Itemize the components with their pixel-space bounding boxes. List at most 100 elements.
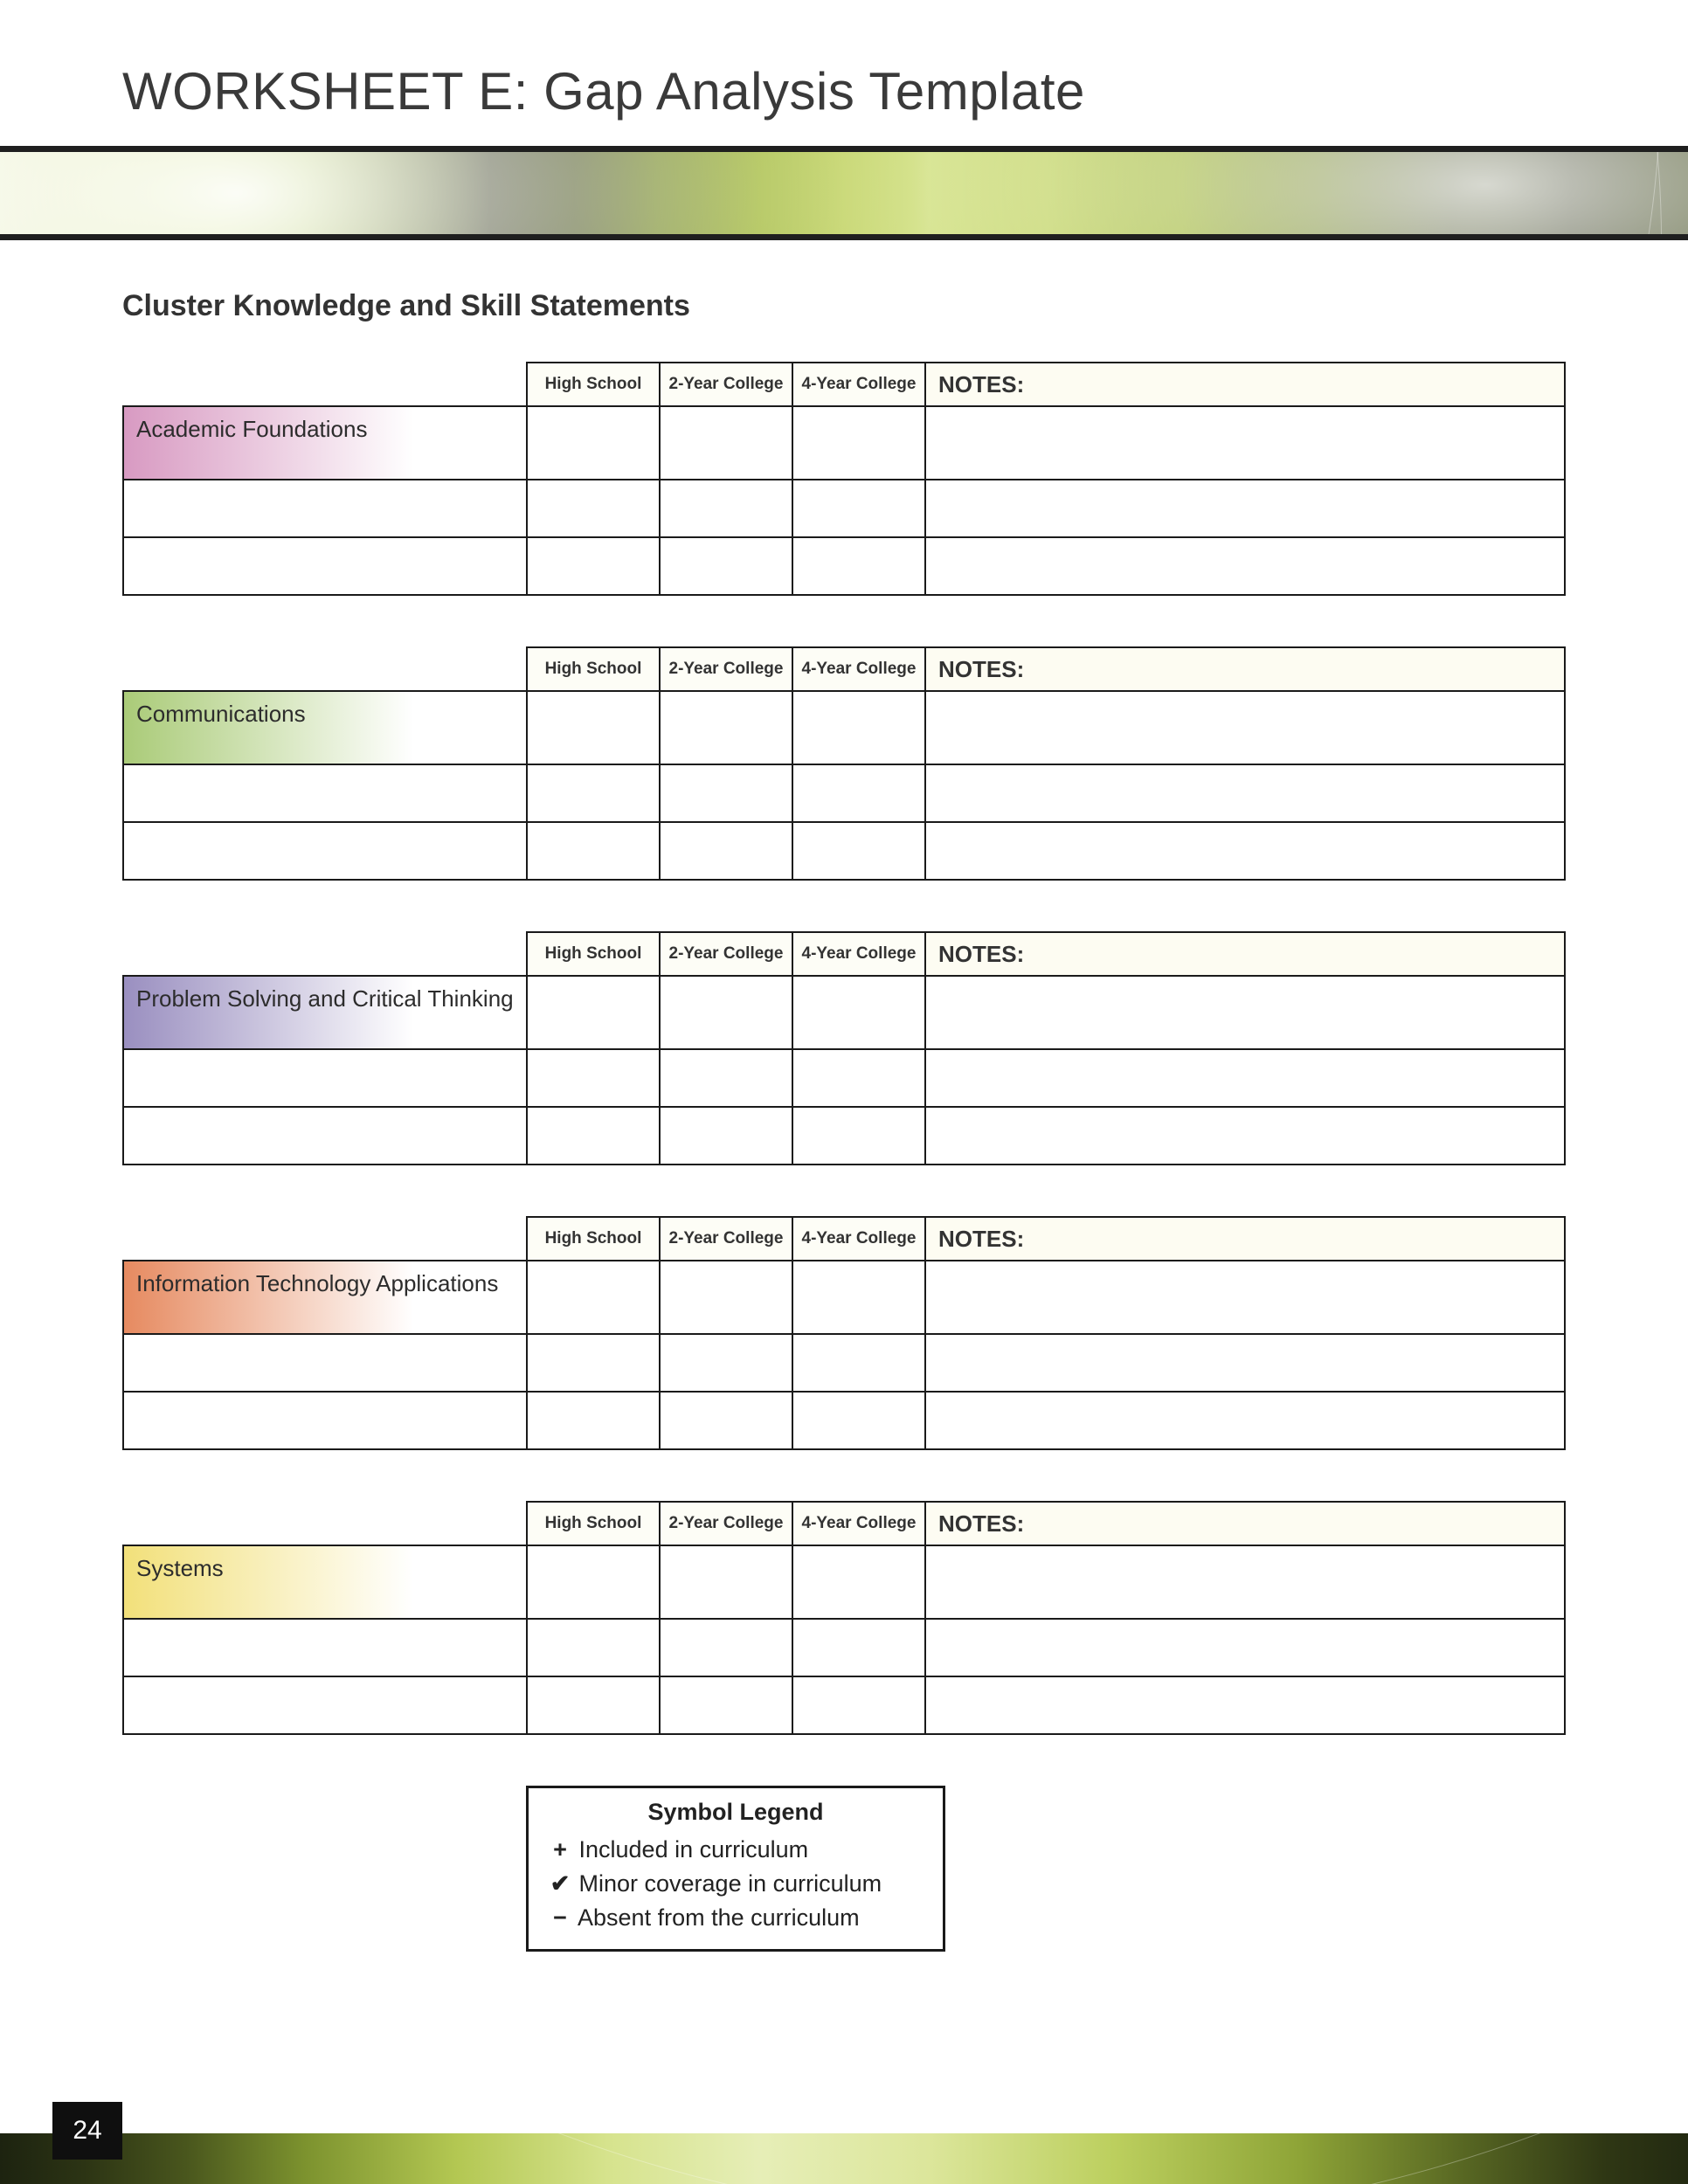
header-notes: NOTES: xyxy=(925,647,1565,691)
cell[interactable] xyxy=(660,1107,792,1165)
cell[interactable] xyxy=(527,1261,660,1334)
cell[interactable] xyxy=(660,406,792,480)
cell[interactable] xyxy=(527,1676,660,1734)
cell[interactable] xyxy=(123,1676,527,1734)
cell[interactable] xyxy=(660,1261,792,1334)
cell[interactable] xyxy=(660,537,792,595)
cell[interactable] xyxy=(792,480,925,537)
cell[interactable] xyxy=(792,537,925,595)
worksheet-page: WORKSHEET E: Gap Analysis Template Clust… xyxy=(0,0,1688,2184)
cell[interactable] xyxy=(660,764,792,822)
cell[interactable] xyxy=(527,822,660,880)
cell[interactable] xyxy=(925,764,1565,822)
cell[interactable] xyxy=(660,1619,792,1676)
cell[interactable] xyxy=(925,1619,1565,1676)
section-heading: Cluster Knowledge and Skill Statements xyxy=(122,289,1566,323)
cell[interactable] xyxy=(660,691,792,764)
gap-table-systems: High School2-Year College4-Year CollegeN… xyxy=(122,1501,1566,1735)
cell[interactable] xyxy=(792,764,925,822)
cell[interactable] xyxy=(527,691,660,764)
cell[interactable] xyxy=(660,976,792,1049)
page-title: WORKSHEET E: Gap Analysis Template xyxy=(122,61,1688,121)
header-col3: 4-Year College xyxy=(792,1217,925,1261)
cell[interactable] xyxy=(527,1545,660,1619)
cell[interactable] xyxy=(925,406,1565,480)
cell[interactable] xyxy=(123,1619,527,1676)
cell[interactable] xyxy=(792,1049,925,1107)
cell[interactable] xyxy=(792,1676,925,1734)
cell[interactable] xyxy=(925,976,1565,1049)
cell[interactable] xyxy=(792,976,925,1049)
cell[interactable] xyxy=(527,406,660,480)
cell[interactable] xyxy=(925,1261,1565,1334)
cell[interactable] xyxy=(123,537,527,595)
header-blank xyxy=(123,647,527,691)
category-label: Information Technology Applications xyxy=(123,1261,527,1334)
cell[interactable] xyxy=(792,1545,925,1619)
header-blank xyxy=(123,1502,527,1545)
cell[interactable] xyxy=(527,1392,660,1449)
cell[interactable] xyxy=(925,691,1565,764)
cell[interactable] xyxy=(660,1334,792,1392)
header-col2: 2-Year College xyxy=(660,1502,792,1545)
page-number: 24 xyxy=(52,2102,122,2160)
cell[interactable] xyxy=(527,1049,660,1107)
cell[interactable] xyxy=(925,537,1565,595)
gap-table-communications: High School2-Year College4-Year CollegeN… xyxy=(122,646,1566,881)
cell[interactable] xyxy=(660,1049,792,1107)
cell[interactable] xyxy=(660,1545,792,1619)
cell[interactable] xyxy=(792,1334,925,1392)
cell[interactable] xyxy=(925,1049,1565,1107)
cell[interactable] xyxy=(527,537,660,595)
cell[interactable] xyxy=(925,1334,1565,1392)
gap-table-it-applications: High School2-Year College4-Year CollegeN… xyxy=(122,1216,1566,1450)
cell[interactable] xyxy=(527,1107,660,1165)
cell[interactable] xyxy=(925,1676,1565,1734)
cell[interactable] xyxy=(123,764,527,822)
cell[interactable] xyxy=(925,480,1565,537)
header-col3: 4-Year College xyxy=(792,647,925,691)
title-region: WORKSHEET E: Gap Analysis Template xyxy=(0,0,1688,146)
cell[interactable] xyxy=(123,1049,527,1107)
cell[interactable] xyxy=(123,1392,527,1449)
legend-line: ✔ Minor coverage in curriculum xyxy=(548,1867,924,1901)
header-col1: High School xyxy=(527,932,660,976)
decorative-banner xyxy=(0,146,1688,240)
cell[interactable] xyxy=(792,822,925,880)
cell[interactable] xyxy=(925,1545,1565,1619)
cell[interactable] xyxy=(925,822,1565,880)
header-notes: NOTES: xyxy=(925,1217,1565,1261)
cell[interactable] xyxy=(660,1392,792,1449)
cell[interactable] xyxy=(527,1619,660,1676)
cell[interactable] xyxy=(792,1619,925,1676)
cell[interactable] xyxy=(792,1107,925,1165)
cell[interactable] xyxy=(123,822,527,880)
cell[interactable] xyxy=(792,1261,925,1334)
cell[interactable] xyxy=(123,480,527,537)
cell[interactable] xyxy=(660,822,792,880)
category-label: Problem Solving and Critical Thinking xyxy=(123,976,527,1049)
cell[interactable] xyxy=(792,691,925,764)
cell[interactable] xyxy=(792,406,925,480)
gap-table-academic-foundations: High School2-Year College4-Year CollegeN… xyxy=(122,362,1566,596)
cell[interactable] xyxy=(527,1334,660,1392)
cell[interactable] xyxy=(925,1392,1565,1449)
cell[interactable] xyxy=(792,1392,925,1449)
cell[interactable] xyxy=(527,480,660,537)
legend-line: − Absent from the curriculum xyxy=(548,1901,924,1935)
category-label: Academic Foundations xyxy=(123,406,527,480)
header-blank xyxy=(123,932,527,976)
cell[interactable] xyxy=(527,976,660,1049)
cell[interactable] xyxy=(123,1107,527,1165)
cell[interactable] xyxy=(123,1334,527,1392)
cell[interactable] xyxy=(925,1107,1565,1165)
cell[interactable] xyxy=(660,480,792,537)
header-notes: NOTES: xyxy=(925,932,1565,976)
header-col1: High School xyxy=(527,1217,660,1261)
legend-text: Included in curriculum xyxy=(572,1836,808,1863)
content-region: Cluster Knowledge and Skill Statements H… xyxy=(0,240,1688,1952)
header-col3: 4-Year College xyxy=(792,363,925,406)
cell[interactable] xyxy=(660,1676,792,1734)
cell[interactable] xyxy=(527,764,660,822)
header-col3: 4-Year College xyxy=(792,932,925,976)
